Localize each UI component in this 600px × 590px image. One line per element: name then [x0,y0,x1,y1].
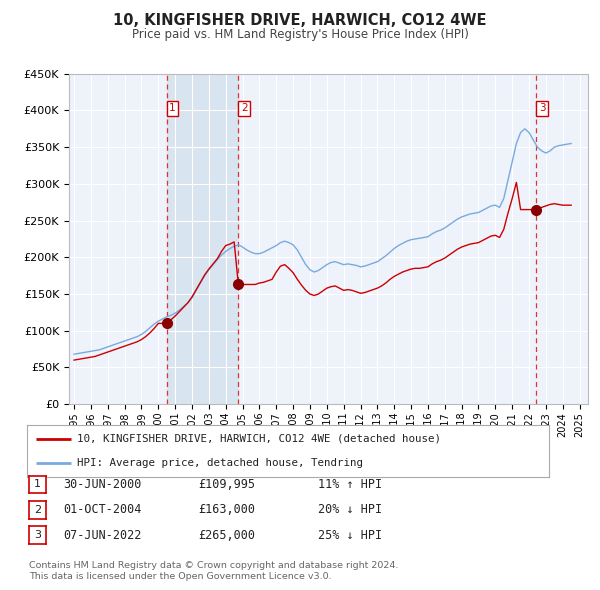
Text: Contains HM Land Registry data © Crown copyright and database right 2024.: Contains HM Land Registry data © Crown c… [29,561,398,570]
Text: 01-OCT-2004: 01-OCT-2004 [63,503,142,516]
Text: This data is licensed under the Open Government Licence v3.0.: This data is licensed under the Open Gov… [29,572,331,581]
Text: Price paid vs. HM Land Registry's House Price Index (HPI): Price paid vs. HM Land Registry's House … [131,28,469,41]
Text: £109,995: £109,995 [198,478,255,491]
Text: 3: 3 [539,103,545,113]
Text: HPI: Average price, detached house, Tendring: HPI: Average price, detached house, Tend… [77,458,362,468]
Text: 07-JUN-2022: 07-JUN-2022 [63,529,142,542]
Text: 1: 1 [169,103,176,113]
Text: 30-JUN-2000: 30-JUN-2000 [63,478,142,491]
Text: 20% ↓ HPI: 20% ↓ HPI [318,503,382,516]
Text: 10, KINGFISHER DRIVE, HARWICH, CO12 4WE: 10, KINGFISHER DRIVE, HARWICH, CO12 4WE [113,13,487,28]
Text: 2: 2 [241,103,248,113]
Text: 10, KINGFISHER DRIVE, HARWICH, CO12 4WE (detached house): 10, KINGFISHER DRIVE, HARWICH, CO12 4WE … [77,434,440,444]
Bar [167,74,238,404]
Text: 1: 1 [34,480,41,489]
Text: £265,000: £265,000 [198,529,255,542]
Text: 11% ↑ HPI: 11% ↑ HPI [318,478,382,491]
Text: 2: 2 [34,505,41,514]
Text: 3: 3 [34,530,41,540]
Text: £163,000: £163,000 [198,503,255,516]
Text: 25% ↓ HPI: 25% ↓ HPI [318,529,382,542]
